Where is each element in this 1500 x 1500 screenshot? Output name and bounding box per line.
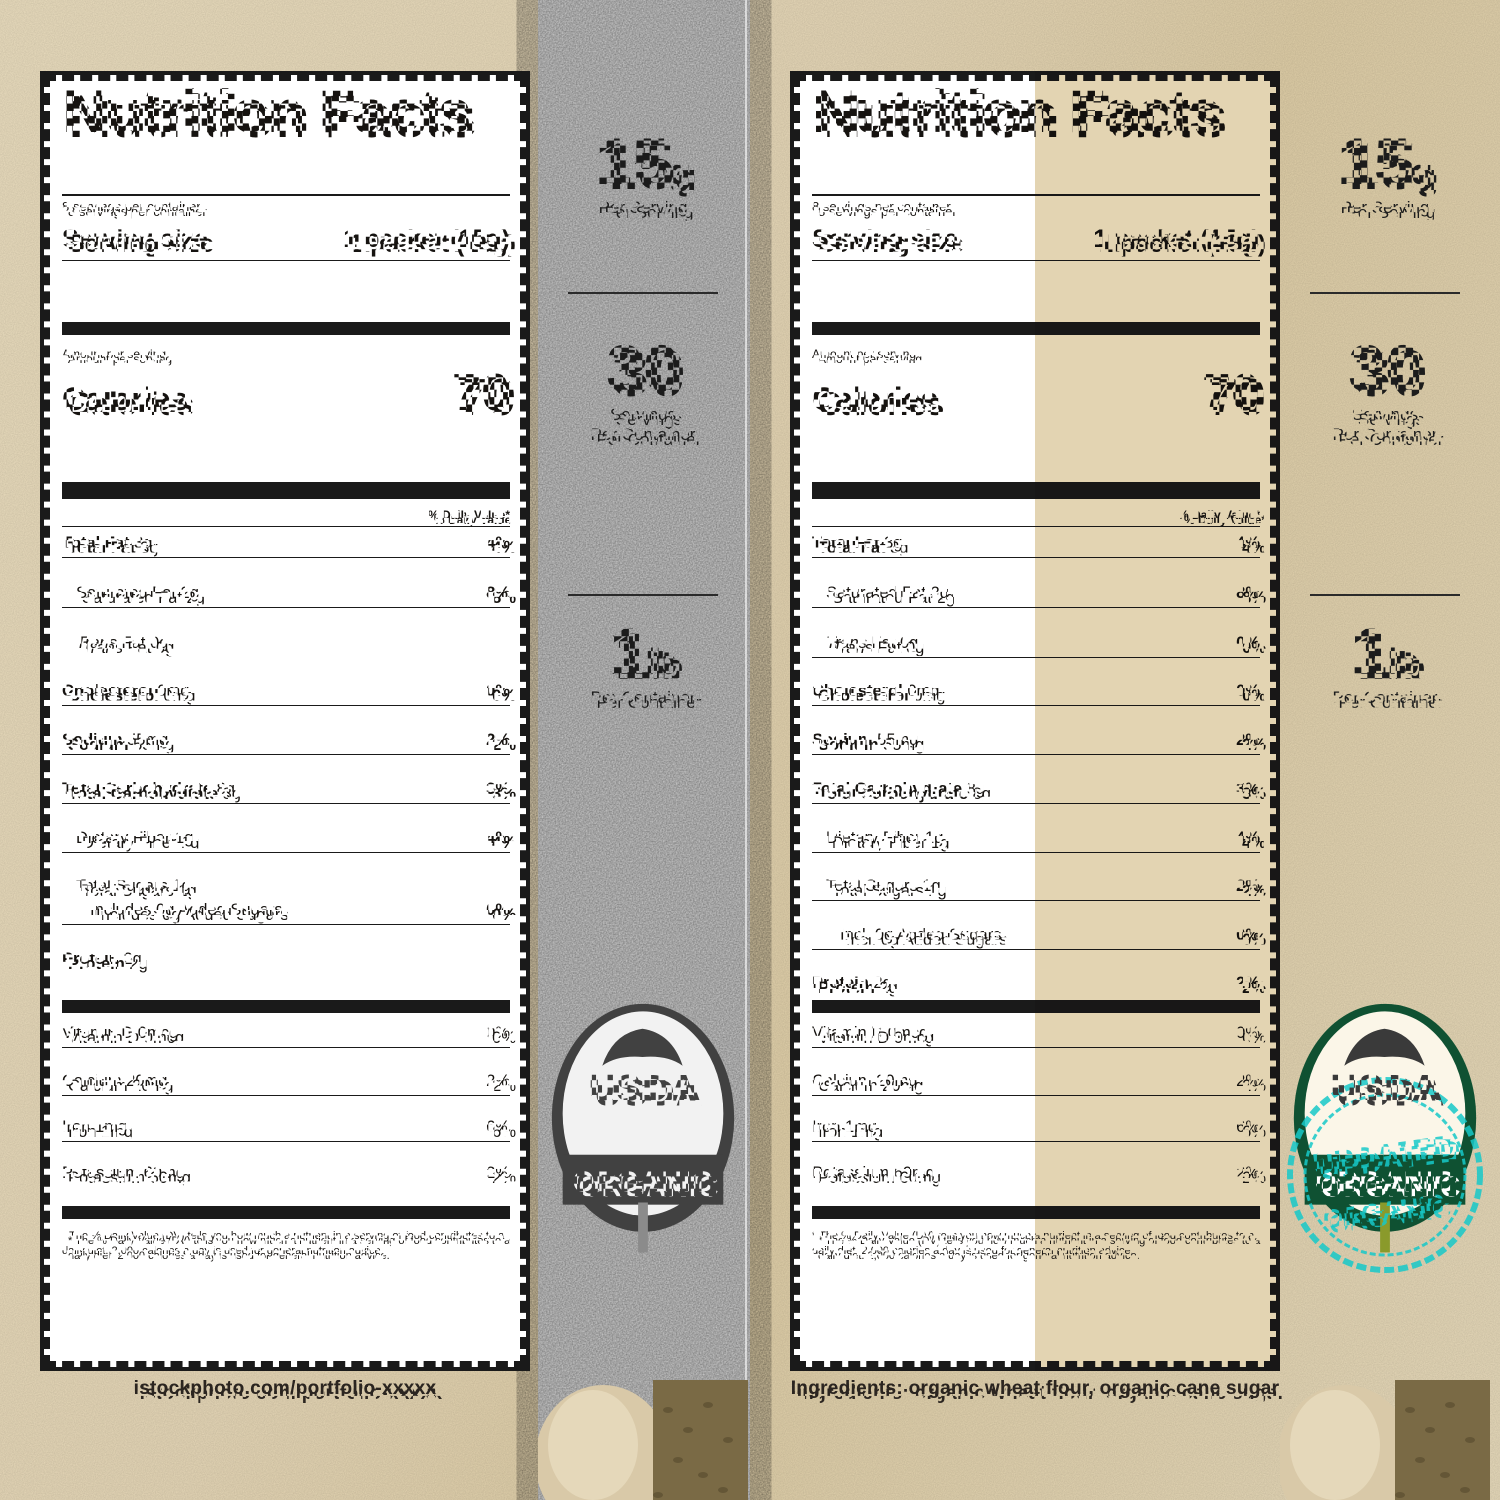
svg-text:ORGANIC: ORGANIC — [1327, 1193, 1453, 1240]
svg-text:USDA: USDA — [595, 1072, 704, 1113]
svg-text:ORGANIC: ORGANIC — [579, 1171, 720, 1203]
svg-text:UPDATED: UPDATED — [1317, 1134, 1463, 1187]
